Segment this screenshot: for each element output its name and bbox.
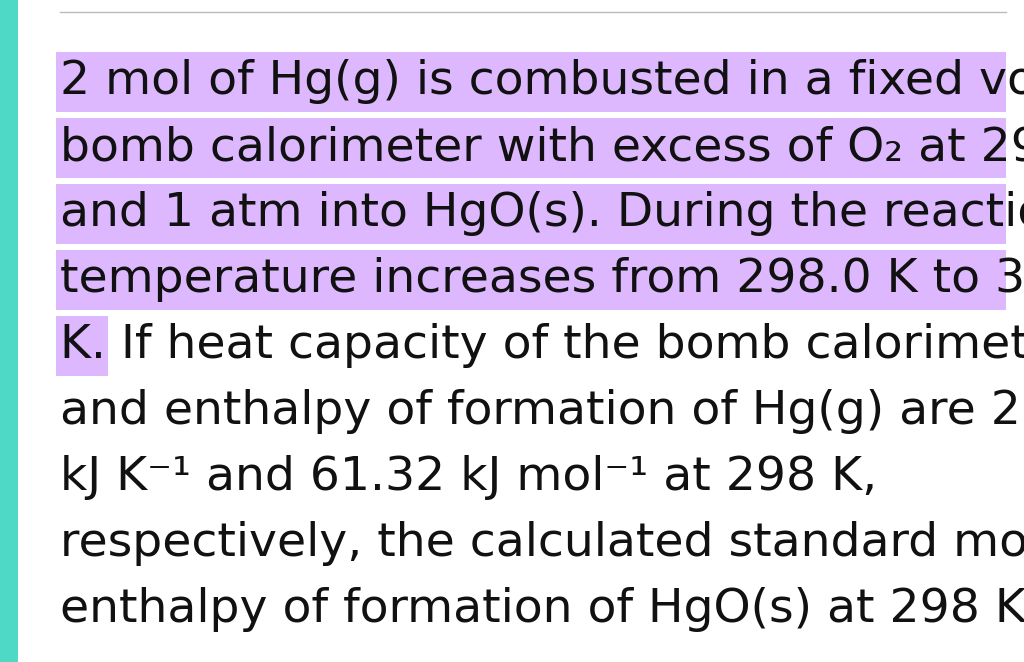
Text: enthalpy of formation of HgO(s) at 298 K is X: enthalpy of formation of HgO(s) at 298 K… — [60, 587, 1024, 632]
Text: K. If heat capacity of the bomb calorimeter: K. If heat capacity of the bomb calorime… — [60, 324, 1024, 369]
Text: kJ K⁻¹ and 61.32 kJ mol⁻¹ at 298 K,: kJ K⁻¹ and 61.32 kJ mol⁻¹ at 298 K, — [60, 455, 878, 500]
Text: bomb calorimeter with excess of O₂ at 298 K: bomb calorimeter with excess of O₂ at 29… — [60, 126, 1024, 171]
Bar — [56, 250, 1006, 310]
Text: temperature increases from 298.0 K to 312.8: temperature increases from 298.0 K to 31… — [60, 258, 1024, 303]
Text: and enthalpy of formation of Hg(g) are 20.00: and enthalpy of formation of Hg(g) are 2… — [60, 389, 1024, 434]
Bar — [56, 52, 1006, 112]
Text: and 1 atm into HgO(s). During the reaction,: and 1 atm into HgO(s). During the reacti… — [60, 191, 1024, 236]
Bar — [0, 0, 18, 662]
Text: respectively, the calculated standard molar: respectively, the calculated standard mo… — [60, 522, 1024, 567]
Bar — [56, 184, 1006, 244]
Text: 2 mol of Hg(g) is combusted in a fixed volume: 2 mol of Hg(g) is combusted in a fixed v… — [60, 60, 1024, 105]
Bar — [56, 316, 108, 376]
Bar — [56, 118, 1006, 178]
